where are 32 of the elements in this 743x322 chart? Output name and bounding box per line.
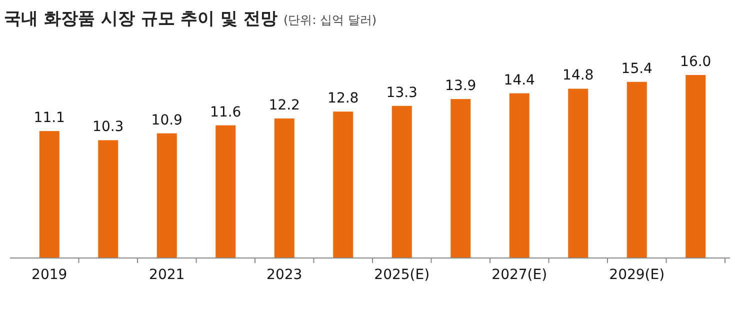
bar bbox=[98, 140, 118, 258]
bar bbox=[568, 88, 588, 258]
bar bbox=[450, 99, 471, 258]
data-label: 11.1 bbox=[34, 110, 65, 126]
x-tick-label: 2027(E) bbox=[492, 267, 548, 283]
chart-subtitle: (단위: 십억 달러) bbox=[284, 13, 377, 27]
data-label: 14.4 bbox=[504, 72, 536, 88]
data-label: 10.9 bbox=[151, 112, 182, 128]
bar bbox=[509, 93, 530, 258]
x-tick-label: 2029(E) bbox=[609, 267, 665, 283]
bar bbox=[626, 82, 647, 258]
bar bbox=[156, 133, 177, 258]
data-label: 15.4 bbox=[621, 60, 653, 77]
data-label: 16.0 bbox=[680, 54, 712, 70]
bar bbox=[392, 106, 412, 258]
x-tick-label: 2025(E) bbox=[374, 267, 430, 283]
x-tick-label: 2019 bbox=[32, 267, 68, 283]
data-label: 13.3 bbox=[386, 84, 418, 101]
data-label: 12.2 bbox=[268, 97, 300, 114]
bar bbox=[39, 131, 60, 258]
bar bbox=[274, 118, 294, 258]
x-tick-label: 2023 bbox=[266, 267, 302, 283]
x-tick-label: 2021 bbox=[149, 267, 185, 283]
chart-title: 국내 화장품 시장 규모 추이 및 전망 bbox=[4, 9, 278, 29]
bar bbox=[333, 112, 354, 258]
data-label: 13.9 bbox=[445, 78, 476, 94]
bar bbox=[216, 125, 236, 258]
data-label: 11.6 bbox=[210, 104, 242, 120]
data-label: 10.3 bbox=[92, 119, 124, 136]
data-label: 12.8 bbox=[328, 90, 359, 107]
data-label: 14.8 bbox=[562, 68, 594, 84]
bar bbox=[686, 75, 706, 258]
